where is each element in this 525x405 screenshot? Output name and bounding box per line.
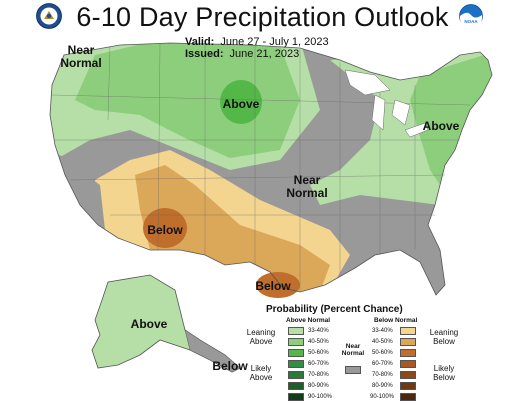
range-above-80-90: 80-90% xyxy=(308,383,329,389)
noaa-logo-icon: NOAA xyxy=(459,4,483,28)
swatch-above-80-90 xyxy=(288,382,304,390)
swatch-below-33-40 xyxy=(400,327,416,335)
noaa-logo-text: NOAA xyxy=(464,19,478,24)
label-near-normal-nw: Near Normal xyxy=(60,43,102,70)
legend-near-normal-label: Near Normal xyxy=(341,343,365,357)
below-50-60-southwest xyxy=(143,208,187,248)
valid-value: June 27 - July 1, 2023 xyxy=(220,36,329,48)
valid-line: Valid: June 27 - July 1, 2023 xyxy=(185,36,329,48)
legend-likely-above: Likely Above xyxy=(249,364,273,382)
legend-title: Probability (Percent Chance) xyxy=(266,304,403,315)
swatch-below-40-50 xyxy=(400,338,416,346)
above-40-50-north xyxy=(75,43,300,158)
legend-leaning-below: Leaning Below xyxy=(429,328,459,346)
range-above-90-100: 90-100% xyxy=(308,394,333,400)
swatch-above-60-70 xyxy=(288,360,304,368)
legend: Probability (Percent Chance) Above Norma… xyxy=(238,300,468,401)
swatch-below-60-70 xyxy=(400,360,416,368)
below-40-50-sw xyxy=(135,165,330,295)
range-above-33-40: 33-40% xyxy=(308,328,329,334)
range-below-33-40: 33-40% xyxy=(372,328,393,334)
swatch-below-80-90 xyxy=(400,382,416,390)
swatch-below-70-80 xyxy=(400,371,416,379)
swatch-above-70-80 xyxy=(288,371,304,379)
label-near-normal-central: Near Normal xyxy=(286,173,328,200)
range-below-80-90: 80-90% xyxy=(372,383,393,389)
label-above-northeast: Above xyxy=(422,119,460,133)
range-below-50-60: 50-60% xyxy=(372,350,393,356)
label-above-alaska: Above xyxy=(130,317,168,331)
swatch-above-40-50 xyxy=(288,338,304,346)
issued-line: Issued: June 21, 2023 xyxy=(185,48,299,60)
label-below-texas: Below xyxy=(255,279,291,293)
legend-above-header: Above Normal xyxy=(286,317,331,324)
swatch-below-50-60 xyxy=(400,349,416,357)
above-50-60-north-central xyxy=(220,80,262,124)
range-below-60-70: 60-70% xyxy=(372,361,393,367)
range-below-40-50: 40-50% xyxy=(372,339,393,345)
issued-label: Issued: xyxy=(185,48,224,60)
label-below-southwest: Below xyxy=(147,223,183,237)
legend-leaning-above: Leaning Above xyxy=(246,328,276,346)
legend-below-header: Below Normal xyxy=(374,317,418,324)
range-above-50-60: 50-60% xyxy=(308,350,329,356)
issued-value: June 21, 2023 xyxy=(229,48,300,60)
range-above-40-50: 40-50% xyxy=(308,339,329,345)
range-below-70-80: 70-80% xyxy=(372,372,393,378)
range-below-90-100: 90-100% xyxy=(370,394,395,400)
range-above-60-70: 60-70% xyxy=(308,361,329,367)
swatch-below-90-100 xyxy=(400,393,416,401)
page-title: 6-10 Day Precipitation Outlook xyxy=(76,2,449,32)
label-above-north-central: Above xyxy=(222,97,260,111)
below-50-60-texas xyxy=(256,272,300,298)
swatch-above-50-60 xyxy=(288,349,304,357)
swatch-near-normal xyxy=(345,366,361,374)
noaa-seal-icon xyxy=(36,3,62,29)
swatch-above-33-40 xyxy=(288,327,304,335)
valid-label: Valid: xyxy=(185,36,215,48)
range-above-70-80: 70-80% xyxy=(308,372,329,378)
swatch-above-90-100 xyxy=(288,393,304,401)
legend-likely-below: Likely Below xyxy=(433,364,455,382)
label-below-alaska-se: Below xyxy=(212,359,248,373)
